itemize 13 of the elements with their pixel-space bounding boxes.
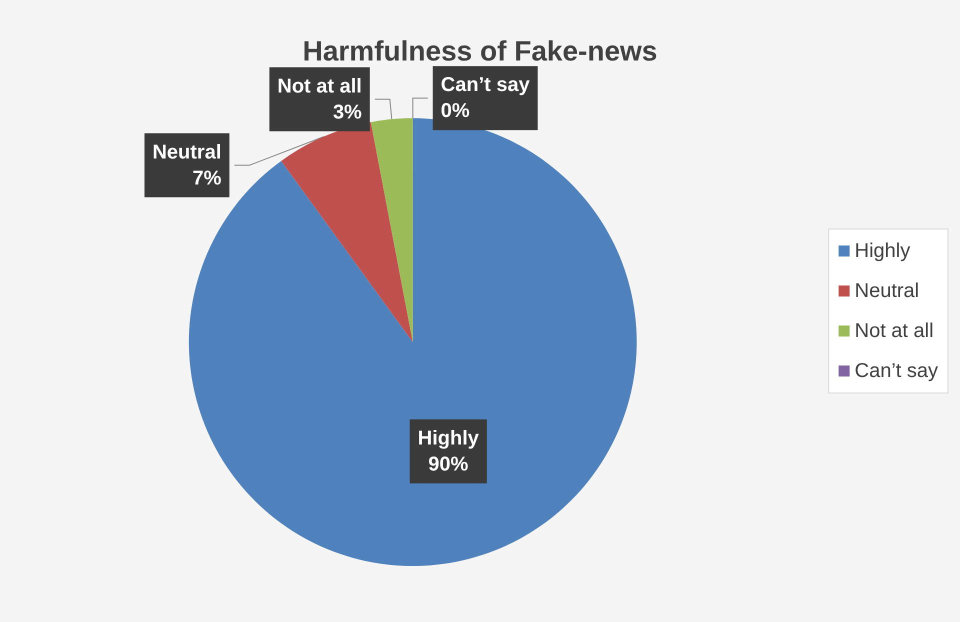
legend-label: Highly <box>854 240 910 262</box>
legend-label: Neutral <box>854 280 920 302</box>
legend-label: Can’t say <box>854 360 938 382</box>
category-label: Can’t say <box>440 74 530 96</box>
slice-label: Highly <box>418 427 480 450</box>
slice-label: Not at all <box>277 75 362 98</box>
data-label: 7% <box>192 167 222 190</box>
slice-label: Neutral <box>152 141 222 164</box>
text: 0% <box>440 100 470 122</box>
data-label: 3% <box>332 101 362 124</box>
chart-title: Harmfulness of Fake-news <box>302 36 658 66</box>
legend-label: Not at all <box>854 320 934 342</box>
data-label: 90% <box>428 453 469 476</box>
